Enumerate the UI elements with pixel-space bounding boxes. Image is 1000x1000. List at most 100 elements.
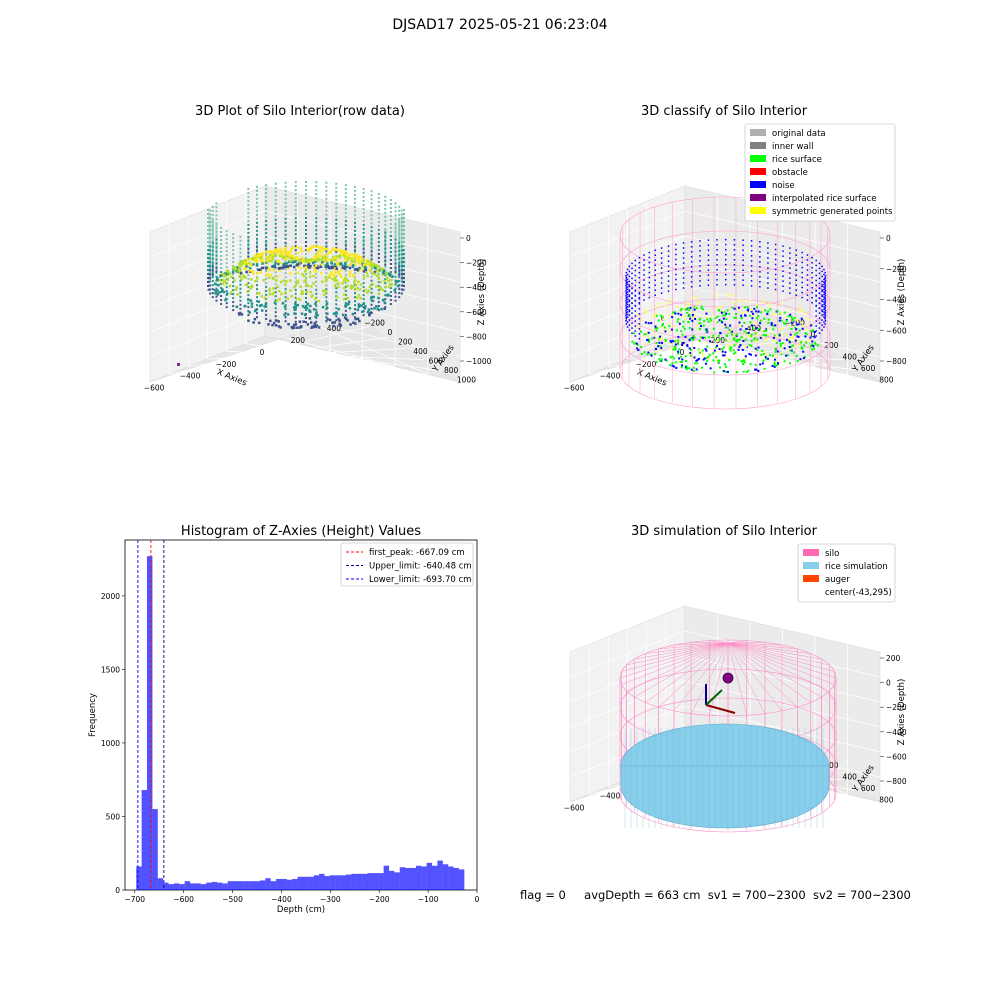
panel2-point — [755, 348, 758, 351]
panel3-bar — [184, 881, 191, 890]
panel1-surface-point — [354, 317, 358, 321]
panel1-wall-point — [398, 252, 401, 255]
panel2-point — [669, 364, 672, 367]
panel1-surface-point — [312, 282, 315, 285]
panel1-surface-point — [272, 321, 276, 325]
panel1-surface-point — [256, 253, 259, 257]
panel2-point — [671, 364, 674, 367]
panel1-wall-point — [362, 298, 365, 301]
panel3-bar — [372, 873, 379, 890]
panel2-point — [636, 343, 639, 346]
panel1-wall-point — [325, 213, 328, 216]
panel1-wall-point — [344, 297, 347, 300]
panel1-wall-point — [389, 295, 392, 297]
panel1-surface-point — [272, 287, 275, 290]
panel2-point — [721, 348, 724, 351]
panel1-x-tick: 200 — [291, 336, 306, 345]
panel1-surface-point — [267, 267, 270, 271]
panel2-point — [772, 313, 775, 316]
panel1-surface-point — [288, 253, 291, 257]
panel2-point — [773, 334, 776, 337]
panel2-point — [671, 362, 674, 365]
panel1-surface-point — [354, 283, 358, 287]
panel1-wall-point — [344, 228, 347, 231]
panel1-wall-point — [239, 307, 242, 310]
panel1-surface-point — [308, 271, 312, 274]
panel1-wall-point — [207, 269, 210, 272]
panel2-point — [668, 315, 671, 318]
panel1-wall-point — [389, 215, 392, 217]
panel2-point — [789, 324, 792, 327]
panel1-surface-point — [223, 274, 227, 277]
panel1-wall-point — [362, 254, 365, 257]
panel1-wall-point — [315, 260, 318, 263]
panel1-wall-point — [215, 251, 218, 254]
panel2-noise-point — [824, 310, 827, 312]
panel3-bar — [270, 881, 277, 890]
panel1-wall-point — [256, 249, 258, 252]
panel3-bar — [136, 866, 142, 890]
panel2-noise-point — [648, 266, 651, 269]
panel2-point — [681, 364, 684, 367]
panel1-wall-point — [215, 266, 218, 269]
panel1-surface-point — [313, 260, 316, 263]
panel2-point — [721, 309, 724, 312]
panel3-bar — [243, 881, 250, 890]
panel2-point — [637, 314, 640, 317]
panel1-wall-point — [384, 203, 387, 206]
panel2-point — [745, 332, 748, 335]
panel1-surface-point — [335, 312, 338, 315]
panel2-point — [678, 357, 681, 360]
status-flag: flag = 0 — [520, 888, 566, 902]
panel2-noise-point — [626, 303, 629, 306]
panel1-wall-point — [377, 305, 380, 308]
panel2-point — [688, 314, 691, 317]
panel2-point — [696, 303, 699, 306]
panel1-wall-point — [209, 248, 212, 251]
panel2-point — [757, 346, 760, 349]
panel1-wall-point — [384, 227, 387, 230]
panel2-point — [780, 312, 783, 315]
panel1-surface-point — [268, 253, 272, 257]
panel2-point — [712, 315, 715, 318]
panel2-point — [655, 347, 658, 350]
panel2-point — [732, 338, 735, 341]
panel1-surface-point — [274, 248, 277, 251]
panel1-wall-point — [239, 243, 242, 246]
panel4-roof-wire — [658, 642, 729, 650]
panel1-surface-point — [311, 245, 315, 248]
panel2-point — [779, 351, 782, 354]
panel1-wall-point — [232, 309, 235, 312]
panel2-legend-label: interpolated rice surface — [772, 194, 877, 204]
panel2-point — [702, 324, 705, 327]
panel2-noise-point — [811, 271, 813, 274]
panel1-wall-point — [394, 263, 397, 266]
panel2-point — [794, 333, 797, 336]
panel2-point — [790, 321, 793, 324]
panel2-point — [733, 344, 736, 347]
panel1-wall-point — [305, 285, 307, 287]
panel1-wall-point — [362, 255, 365, 258]
panel2-noise-point — [821, 289, 823, 291]
panel2-point — [800, 317, 803, 320]
panel1-wall-point — [215, 231, 218, 234]
panel2-noise-point — [638, 338, 641, 340]
panel1-surface-point — [357, 305, 361, 309]
panel1-surface-point — [262, 278, 265, 282]
panel1-surface-point — [279, 261, 283, 265]
panel2-point — [749, 353, 752, 356]
panel1-surface-point — [289, 289, 292, 292]
panel1-wall-point — [294, 304, 297, 307]
panel2-noise-point — [625, 286, 628, 289]
panel1-surface-point — [343, 250, 347, 253]
panel2-point — [645, 331, 648, 334]
panel1-surface-point — [357, 257, 360, 261]
panel2-point — [706, 318, 709, 321]
panel2-noise-point — [824, 285, 827, 287]
panel2-point — [640, 330, 643, 333]
panel4-y-tick: 800 — [879, 795, 894, 804]
panel1-wall-point — [394, 206, 397, 209]
panel1-wall-point — [315, 312, 318, 315]
panel2-noise-point — [742, 269, 744, 271]
panel2-noise-point — [821, 324, 823, 326]
